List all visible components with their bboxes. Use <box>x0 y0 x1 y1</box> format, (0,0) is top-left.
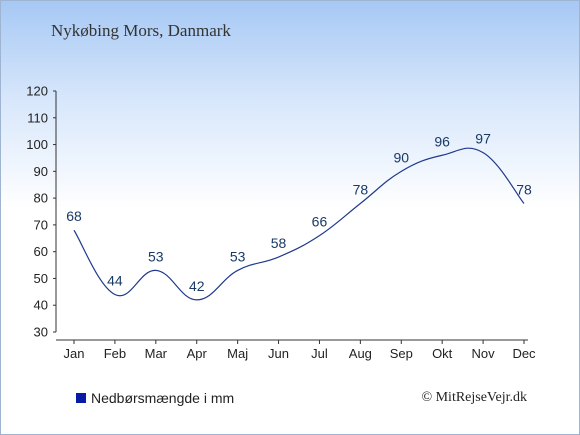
data-label: 66 <box>312 214 328 230</box>
x-tick-label: Mar <box>145 346 168 361</box>
x-tick-label: Dec <box>512 346 536 361</box>
legend-swatch <box>76 393 86 403</box>
y-tick-label: 80 <box>34 191 48 206</box>
data-label: 97 <box>475 131 491 147</box>
data-label: 44 <box>107 273 123 289</box>
data-label: 53 <box>148 248 164 264</box>
x-tick-label: Aug <box>349 346 372 361</box>
data-label: 68 <box>66 208 82 224</box>
legend-label: Nedbørsmængde i mm <box>91 390 235 406</box>
y-tick-label: 70 <box>34 217 48 232</box>
y-tick-label: 60 <box>34 244 48 259</box>
credit-text: © MitRejseVejr.dk <box>421 390 527 405</box>
y-tick-label: 40 <box>34 298 48 313</box>
data-label: 53 <box>230 248 246 264</box>
data-label: 58 <box>271 235 287 251</box>
x-tick-label: Nov <box>472 346 496 361</box>
data-label: 42 <box>189 278 205 294</box>
y-tick-label: 110 <box>27 110 48 125</box>
data-label: 90 <box>393 149 409 165</box>
axes: 30 40 50 60 70 80 90 100 110 120 Jan Feb Mar Apr Maj Ju… <box>26 84 536 362</box>
x-tick-label: Jan <box>64 346 85 361</box>
y-tick-label: 100 <box>26 137 48 152</box>
y-tick-label: 90 <box>34 164 48 179</box>
chart-title: Nykøbing Mors, Danmark <box>51 21 231 40</box>
x-tick-label: Apr <box>187 346 208 361</box>
x-tick-label: Jun <box>268 346 289 361</box>
x-tick-label: Okt <box>432 346 453 361</box>
x-tick-label: Jul <box>311 346 328 361</box>
plot-area: 68 44 53 42 53 58 66 78 90 96 97 78 <box>66 131 532 301</box>
y-tick-label: 50 <box>34 271 48 286</box>
x-tick-label: Maj <box>227 346 248 361</box>
series-line <box>73 147 525 301</box>
y-tick-label: 30 <box>34 325 48 340</box>
legend: Nedbørsmængde i mm <box>76 390 234 406</box>
x-tick-label: Sep <box>390 346 413 361</box>
data-label: 78 <box>353 181 369 197</box>
data-label: 78 <box>516 181 532 197</box>
y-tick-label: 120 <box>26 84 48 99</box>
data-label: 96 <box>434 133 450 149</box>
x-tick-label: Feb <box>104 346 126 361</box>
